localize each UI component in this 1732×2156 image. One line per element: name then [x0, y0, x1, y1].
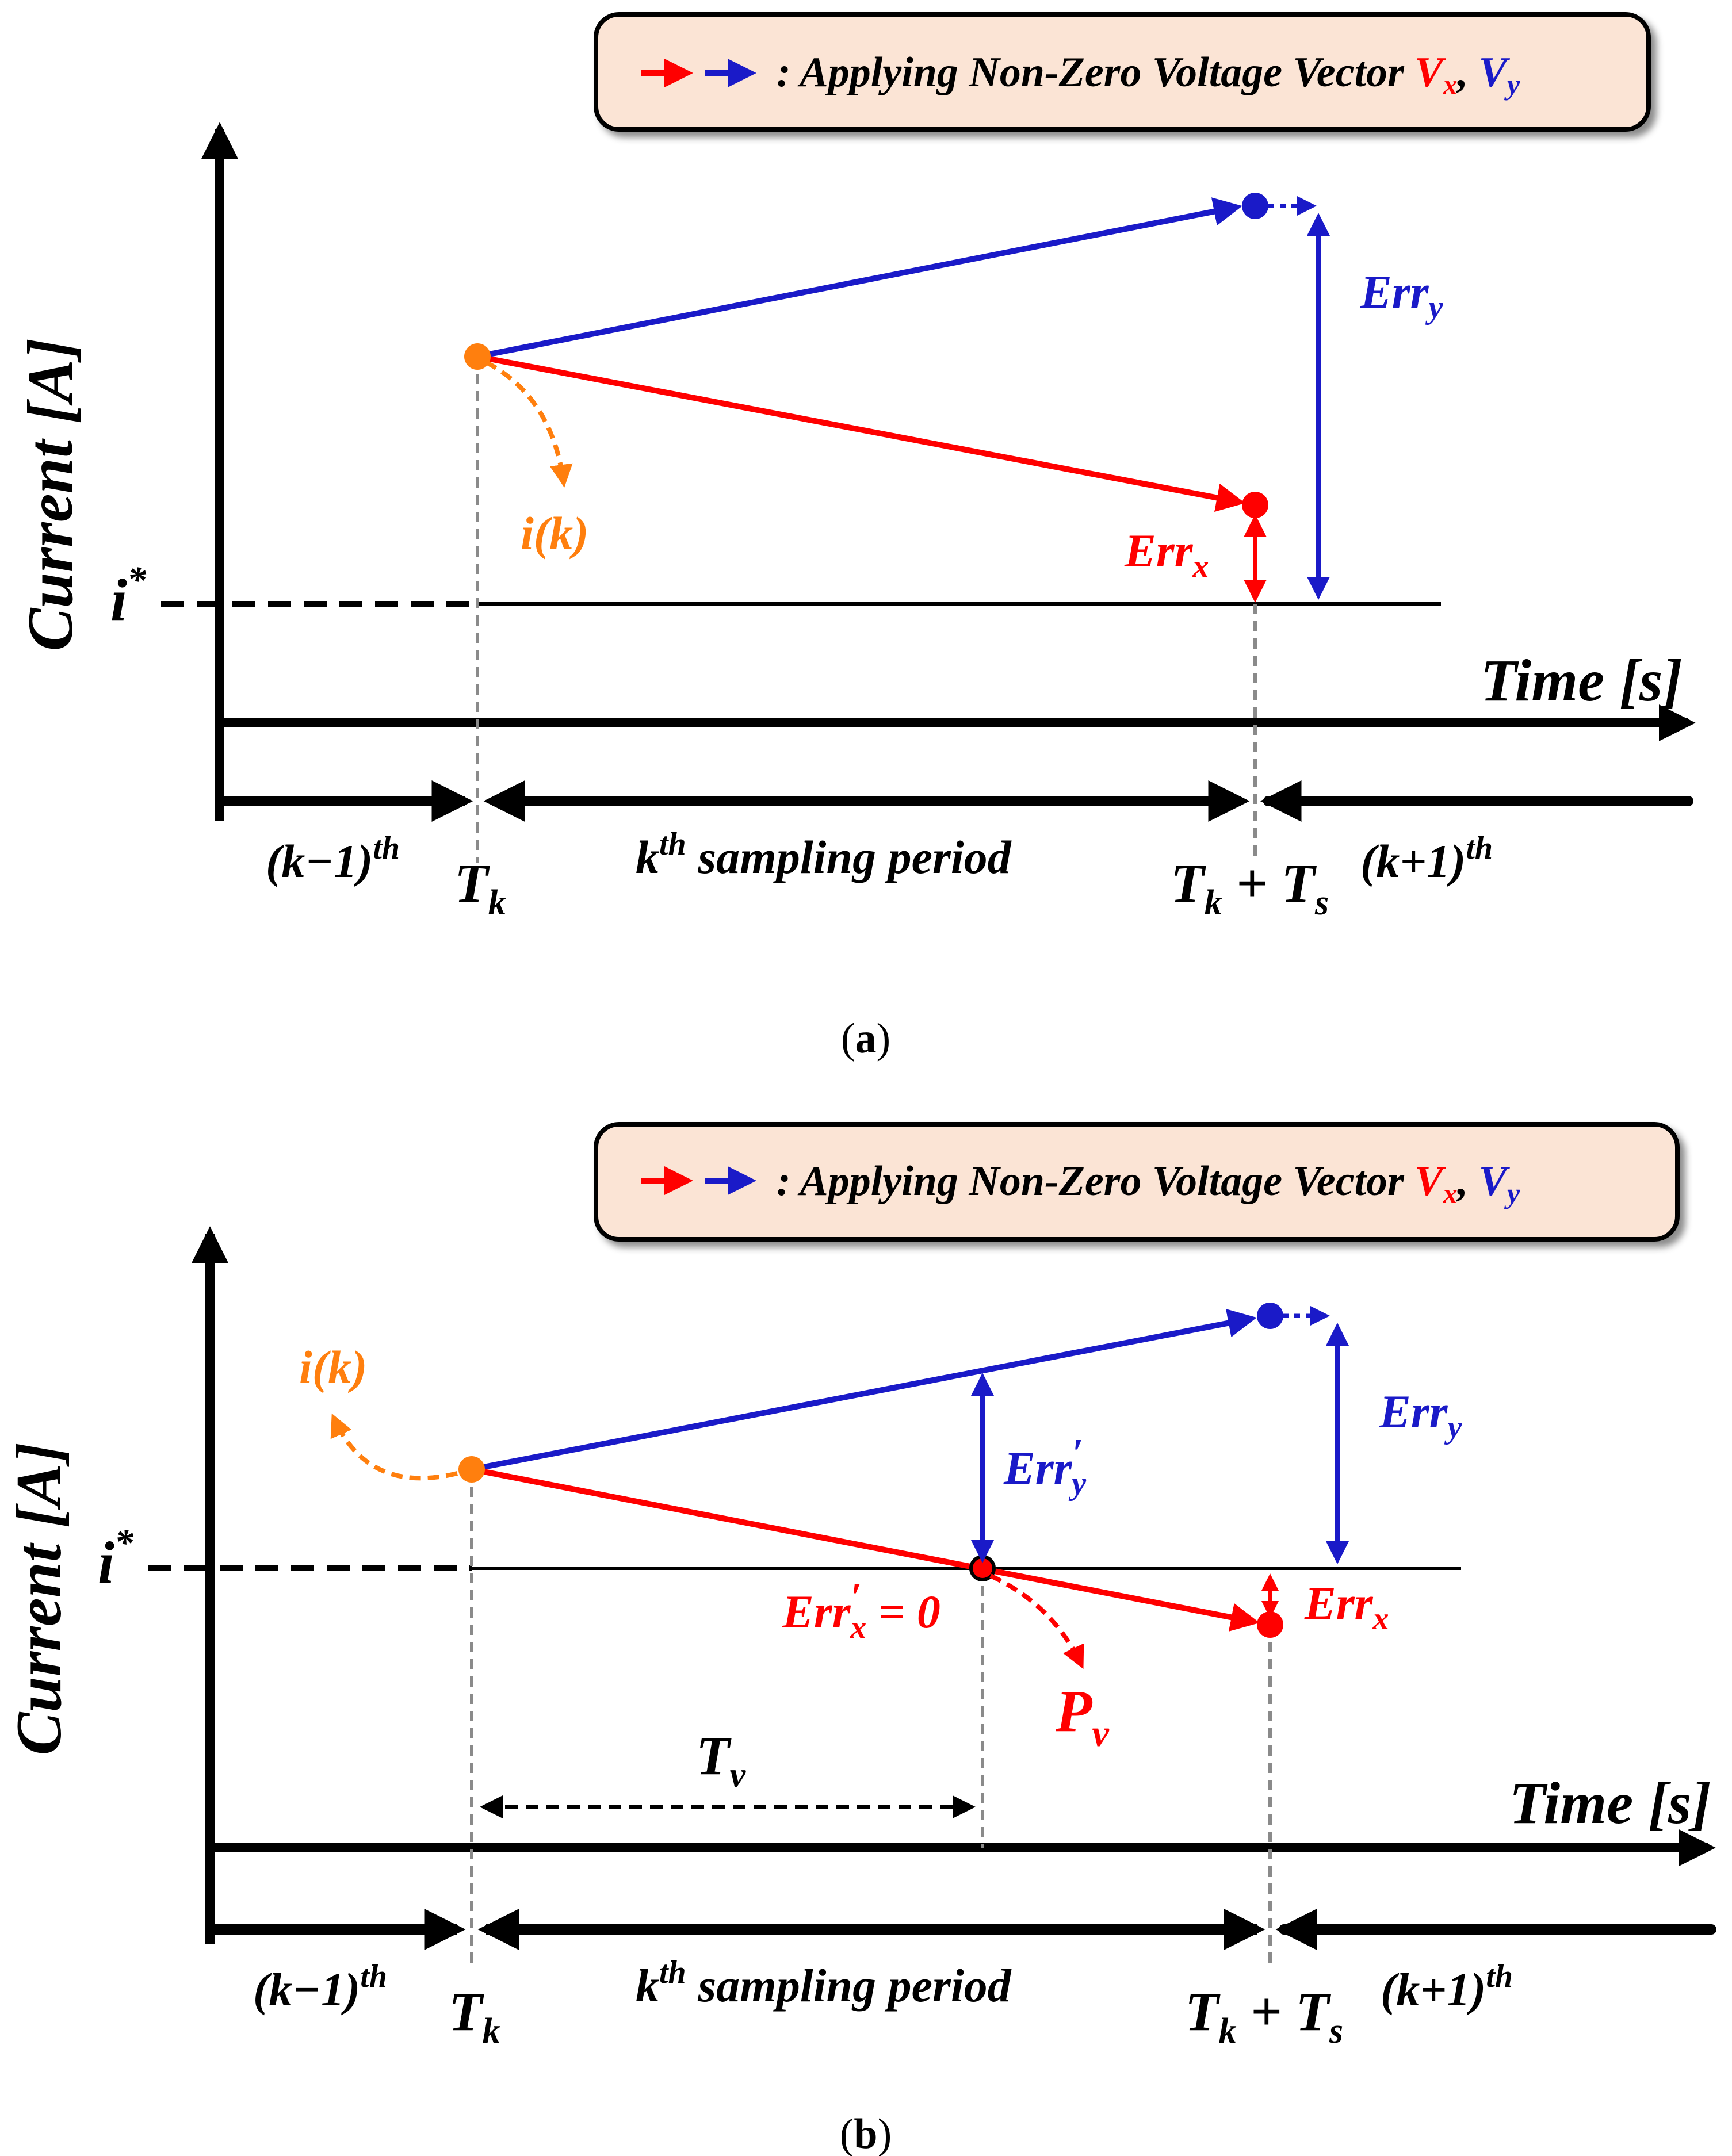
- ref-label: i*: [110, 559, 147, 633]
- ref-label: i*: [98, 1522, 134, 1596]
- legend-box: : Applying Non-Zero Voltage Vector Vx, V…: [594, 1122, 1680, 1242]
- x-axis-label: Time [s]: [1481, 648, 1683, 714]
- red-trajectory: [477, 354, 1245, 512]
- legend-text: : Applying Non-Zero Voltage Vector Vx, V…: [777, 1158, 1520, 1209]
- panel-b: : Applying Non-Zero Voltage Vector Vx, V…: [3, 1122, 1716, 2156]
- ik-point: [458, 1456, 485, 1483]
- blue-trajectory: [471, 1309, 1257, 1472]
- ik-pointer: [330, 1413, 458, 1481]
- pv-label: Pv: [1055, 1678, 1110, 1755]
- err-x-label: Errx: [1304, 1577, 1389, 1637]
- legend-text: : Applying Non-Zero Voltage Vector Vx, V…: [777, 49, 1520, 101]
- label-tk: Tk: [449, 1981, 500, 2051]
- err-y-label: Erry: [1360, 266, 1444, 325]
- caption-b: (b): [840, 2111, 892, 2156]
- label-prev-period: (k−1)th: [266, 830, 400, 887]
- ik-label: i(k): [299, 1341, 367, 1393]
- y-axis-label: Current [A]: [15, 338, 86, 652]
- ik-point: [464, 343, 491, 370]
- red-trajectory: [471, 1466, 1260, 1632]
- err-x-label: Errx: [1124, 524, 1209, 584]
- label-current-period: kth sampling period: [636, 1955, 1012, 2012]
- vx-endpoint: [1257, 1611, 1283, 1638]
- vy-endpoint: [1257, 1303, 1283, 1329]
- ik-pointer: [485, 360, 573, 488]
- err-x-prime-label: Err′ x = 0: [782, 1575, 940, 1645]
- blue-trajectory: [477, 197, 1242, 359]
- caption-a: (a): [841, 1015, 890, 1062]
- err-y-label: Erry: [1379, 1385, 1463, 1445]
- label-tks: Tk + Ts: [1171, 852, 1329, 922]
- tv-label: Tv: [696, 1725, 747, 1795]
- label-current-period: kth sampling period: [636, 826, 1012, 883]
- label-tk: Tk: [454, 852, 506, 922]
- label-next-period: (k+1)th: [1360, 830, 1493, 887]
- vx-endpoint: [1242, 492, 1268, 518]
- err-y-prime-label: Err′ y: [1003, 1431, 1087, 1502]
- y-axis-label: Current [A]: [3, 1442, 75, 1756]
- label-tks: Tk + Ts: [1185, 1981, 1343, 2051]
- label-next-period: (k+1)th: [1381, 1959, 1513, 2016]
- ik-label: i(k): [521, 507, 588, 560]
- pv-pointer: [989, 1573, 1084, 1669]
- label-prev-period: (k−1)th: [253, 1959, 387, 2016]
- panel-a: : Applying Non-Zero Voltage Vector Vx, V…: [15, 12, 1696, 1062]
- x-axis-label: Time [s]: [1509, 1770, 1711, 1836]
- vy-endpoint: [1242, 193, 1268, 219]
- legend-box: : Applying Non-Zero Voltage Vector Vx, V…: [594, 12, 1651, 132]
